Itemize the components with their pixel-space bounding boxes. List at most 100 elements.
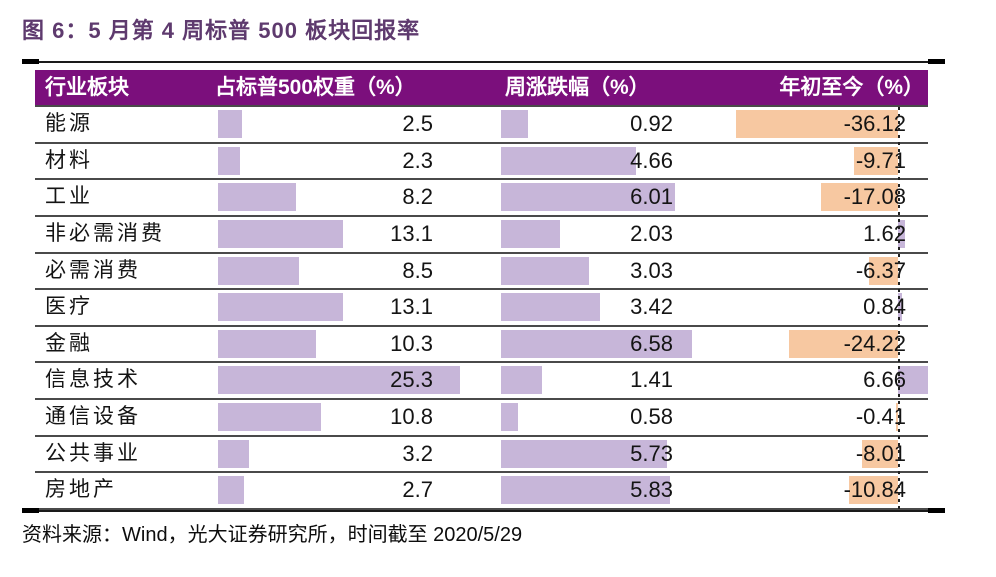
ytd-zero-axis-dashed-line (898, 107, 900, 510)
weekly-bar (501, 146, 637, 175)
weekly-bar (501, 439, 668, 468)
sector-name: 公共事业 (45, 441, 141, 465)
weight-bar (218, 293, 344, 322)
table-row: 工业 8.2 6.01 -17.08 (35, 180, 928, 217)
table-row: 通信设备 10.8 0.58 -0.41 (35, 400, 928, 437)
weight-value: 13.1 (390, 220, 433, 246)
weekly-bar (501, 110, 528, 138)
sector-name: 必需消费 (45, 258, 141, 282)
weekly-value: 6.01 (630, 184, 673, 210)
table-row: 材料 2.3 4.66 -9.71 (35, 143, 928, 181)
top-rule-left-tick (22, 59, 39, 64)
sector-name: 信息技术 (45, 368, 141, 392)
weight-value: 10.3 (390, 330, 433, 356)
table-header-row: 行业板块 占标普500权重（%） 周涨跌幅（%） 年初至今（%） (35, 70, 928, 107)
table-row: 非必需消费 13.1 2.03 1.62 (35, 216, 928, 254)
weight-value: 2.7 (402, 477, 433, 503)
bottom-rule-left-tick (22, 508, 39, 513)
weight-value: 10.8 (390, 404, 433, 429)
sector-name: 非必需消费 (45, 221, 165, 245)
ytd-value: -8.01 (855, 440, 906, 466)
weekly-value: 5.83 (630, 477, 673, 503)
weekly-value: 3.03 (630, 257, 673, 283)
weekly-bar (501, 183, 676, 212)
ytd-bar-negative (735, 110, 898, 138)
sector-name: 通信设备 (45, 405, 141, 428)
weekly-value: 2.03 (630, 220, 673, 246)
weekly-bar (501, 366, 542, 395)
top-rule (22, 61, 945, 63)
weekly-bar (501, 256, 589, 285)
weight-bar (218, 403, 322, 431)
weekly-value: 6.58 (630, 330, 673, 356)
weight-bar (218, 329, 317, 358)
ytd-bar-positive (898, 219, 906, 248)
weekly-value: 0.92 (630, 111, 673, 136)
sector-name: 能源 (45, 112, 93, 135)
ytd-value: -0.41 (855, 404, 906, 429)
ytd-bar-negative (854, 146, 898, 175)
weight-bar (218, 476, 244, 505)
ytd-value: -17.08 (843, 184, 906, 210)
ytd-value: -9.71 (855, 147, 906, 173)
weight-bar (218, 439, 249, 468)
ytd-bar-negative (862, 439, 898, 468)
weight-value: 2.3 (402, 147, 433, 173)
ytd-value: -10.84 (843, 477, 906, 503)
source-note: 资料来源：Wind，光大证券研究所，时间截至 2020/5/29 (22, 524, 523, 546)
table-row: 金融 10.3 6.58 -24.22 (35, 326, 928, 364)
ytd-bar-negative (896, 403, 898, 431)
sector-name: 医疗 (45, 295, 93, 319)
sector-returns-table: 行业板块 占标普500权重（%） 周涨跌幅（%） 年初至今（%） 能源 2.5 0.… (35, 70, 928, 510)
sector-name: 房地产 (45, 478, 117, 502)
weekly-value: 0.58 (630, 404, 673, 429)
weight-bar (218, 366, 460, 395)
header-weekly: 周涨跌幅（%） (505, 76, 650, 99)
weekly-value: 3.42 (630, 294, 673, 320)
ytd-bar-positive (898, 366, 928, 395)
top-rule-right-tick (928, 59, 945, 64)
weight-bar (218, 110, 242, 138)
weight-bar (218, 219, 344, 248)
weight-bar (218, 183, 297, 212)
weekly-bar (501, 293, 601, 322)
sector-name: 金融 (45, 331, 93, 355)
header-weight: 占标普500权重（%） (215, 76, 416, 99)
bottom-rule-right-tick (928, 508, 945, 513)
ytd-value: -36.12 (843, 111, 906, 136)
table-row: 房地产 2.7 5.83 -10.84 (35, 473, 928, 510)
weight-value: 2.5 (402, 111, 433, 136)
ytd-value: -6.37 (855, 257, 906, 283)
ytd-bar-negative (821, 183, 898, 212)
weight-bar (218, 256, 300, 285)
weekly-bar (501, 476, 671, 505)
figure-title: 图 6：5 月第 4 周标普 500 板块回报率 (22, 18, 421, 43)
weight-value: 25.3 (390, 367, 433, 393)
weekly-bar (501, 219, 560, 248)
header-ytd: 年初至今（%） (779, 76, 924, 99)
header-sector: 行业板块 (45, 76, 129, 99)
sector-name: 工业 (45, 185, 93, 209)
weight-bar (218, 146, 240, 175)
weight-value: 3.2 (402, 440, 433, 466)
table-row: 必需消费 8.5 3.03 -6.37 (35, 253, 928, 291)
table-row: 公共事业 3.2 5.73 -8.01 (35, 436, 928, 474)
ytd-bar-negative (789, 329, 898, 358)
weekly-value: 1.41 (630, 367, 673, 393)
weight-value: 13.1 (390, 294, 433, 320)
table-row: 医疗 13.1 3.42 0.84 (35, 290, 928, 327)
table-rows: 能源 2.5 0.92 -36.12 材料 2.3 4.66 -9.71 工业 8.2 6.01 -1… (35, 107, 928, 510)
ytd-bar-negative (869, 256, 898, 285)
weekly-bar (501, 403, 518, 431)
table-row: 能源 2.5 0.92 -36.12 (35, 107, 928, 144)
sector-name: 材料 (45, 148, 93, 172)
bottom-rule (22, 510, 945, 512)
weekly-value: 4.66 (630, 147, 673, 173)
weekly-bar (501, 329, 692, 358)
table-row: 信息技术 25.3 1.41 6.66 (35, 363, 928, 400)
ytd-value: -24.22 (843, 330, 906, 356)
weekly-value: 5.73 (630, 440, 673, 466)
ytd-bar-negative (849, 476, 898, 505)
weight-value: 8.5 (402, 257, 433, 283)
